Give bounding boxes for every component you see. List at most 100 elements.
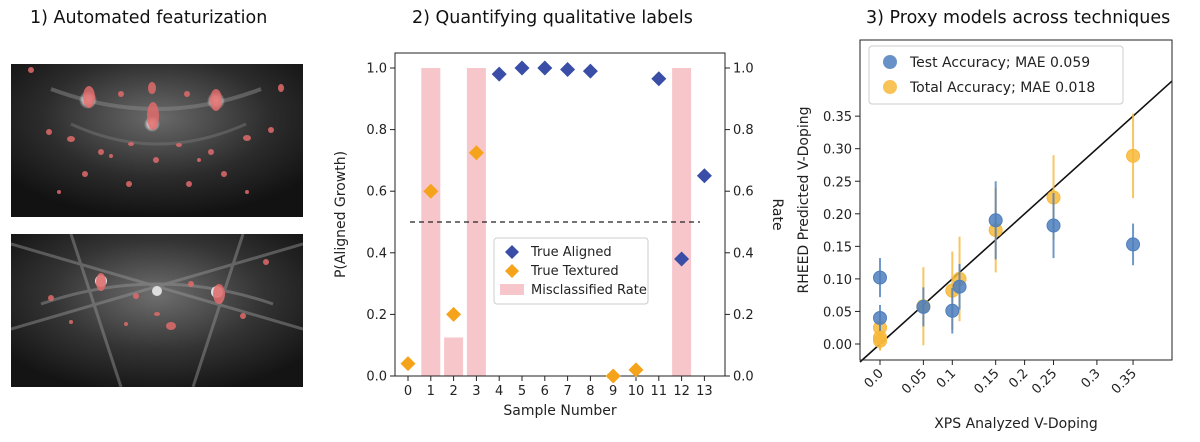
y-tick-label: 0.25 [823,175,852,190]
x-tick-label: 3 [472,384,480,399]
x-axis-label: XPS Analyzed V-Doping [934,416,1098,432]
legend-label-textured: True Textured [530,264,619,279]
x-tick-label: 1 [427,384,435,399]
y-tick-label: 0.35 [823,110,852,125]
y-tick-label-left: 0.8 [366,123,387,138]
data-point [582,63,598,79]
identity-line [859,80,1173,363]
y-tick-label: 0.05 [823,305,852,320]
x-tick-label: 0.35 [1109,366,1140,397]
x-tick-label: 6 [541,384,549,399]
data-point [873,270,887,285]
data-point [1126,237,1141,252]
x-tick-label: 0.25 [1029,366,1060,397]
data-point [628,362,644,378]
y-tick-label-right: 0.0 [733,370,754,385]
legend-marker-total [883,80,897,94]
data-point [916,299,931,314]
y-tick-label: 0.15 [823,240,852,255]
y-axis-label: RHEED Predicted V-Doping [796,106,812,293]
data-point [674,251,690,267]
x-tick-label: 8 [586,384,594,399]
rheed-image-top [11,64,303,217]
data-point [988,213,1003,228]
data-point [945,303,960,318]
legend-label-misclassified: Misclassified Rate [531,283,647,298]
data-point [952,279,967,294]
x-tick-label: 13 [696,384,713,399]
legend-box [868,45,1124,105]
x-tick-label: 0.15 [971,366,1002,397]
legend-label-test: Test Accuracy; MAE 0.059 [909,55,1090,71]
legend-label-total: Total Accuracy; MAE 0.018 [909,80,1095,96]
legend-marker-misclassified [500,284,524,295]
data-point [952,271,967,286]
legend-box [493,237,649,305]
data-point [1046,218,1061,233]
x-tick-label: 0.05 [899,366,930,397]
data-point [514,60,530,76]
x-tick-label: 11 [651,384,668,399]
panel1-title: 1) Automated featurization [30,8,268,28]
x-tick-label: 0.2 [1006,366,1031,391]
y-tick-label-right: 0.8 [733,123,754,138]
y-tick-label-right: 0.2 [733,308,754,323]
data-point [468,145,484,161]
x-tick-label: 0.3 [1078,366,1103,391]
y-axis-label: P(Aligned Growth) [333,151,349,278]
y-tick-label: 0.10 [823,273,852,288]
plot-frame [859,39,1173,361]
x-tick-label: 0.0 [862,366,887,391]
data-point [873,330,887,345]
panel2-title: 2) Quantifying qualitative labels [412,8,693,28]
data-point [873,320,887,335]
x-tick-label: 7 [563,384,571,399]
misclassified-bar [672,68,692,376]
rheed-image-bottom [11,234,303,387]
y-tick-label: 0.20 [823,208,852,223]
data-point [491,66,507,82]
legend-marker-aligned [505,245,519,259]
data-point [400,356,416,372]
y-tick-label-left: 0.6 [366,185,387,200]
x-tick-label: 2 [449,384,457,399]
y-tick-label: 0.00 [823,338,852,353]
y-tick-label-right: 1.0 [733,62,754,77]
y-tick-label-right: 0.4 [733,246,754,261]
data-point [423,183,439,199]
y-tick-label-left: 0.4 [366,246,387,261]
data-point [560,62,576,78]
y-tick-label-right: 0.6 [733,185,754,200]
data-point [1126,148,1141,163]
y-tick-label-left: 0.0 [366,370,387,385]
misclassified-bar [444,337,464,376]
x-axis-label: Sample Number [503,403,616,419]
data-point [916,299,931,314]
misclassified-bar [421,68,441,376]
data-point [1046,190,1061,205]
y-tick-label-left: 0.2 [366,308,387,323]
legend-label-aligned: True Aligned [530,245,612,260]
x-tick-label: 4 [495,384,503,399]
misclassified-bar [466,68,486,376]
data-point [873,333,887,348]
x-tick-label: 10 [628,384,645,399]
y-axis-label-right: Rate [769,198,785,230]
x-tick-label: 0.1 [934,366,959,391]
x-tick-label: 9 [609,384,617,399]
legend-marker-textured [505,264,519,278]
x-tick-label: 0 [404,384,412,399]
plot-frame [394,52,726,377]
data-point [696,168,712,184]
data-point [446,306,462,322]
panel3-title: 3) Proxy models across techniques [866,8,1171,28]
data-point [537,60,553,76]
legend-marker-test [883,55,897,69]
data-point [945,283,960,298]
y-tick-label: 0.30 [823,143,852,158]
x-tick-label: 5 [518,384,526,399]
data-point [651,71,667,87]
data-point [873,310,887,325]
data-point [605,368,621,384]
y-tick-label-left: 1.0 [366,62,387,77]
